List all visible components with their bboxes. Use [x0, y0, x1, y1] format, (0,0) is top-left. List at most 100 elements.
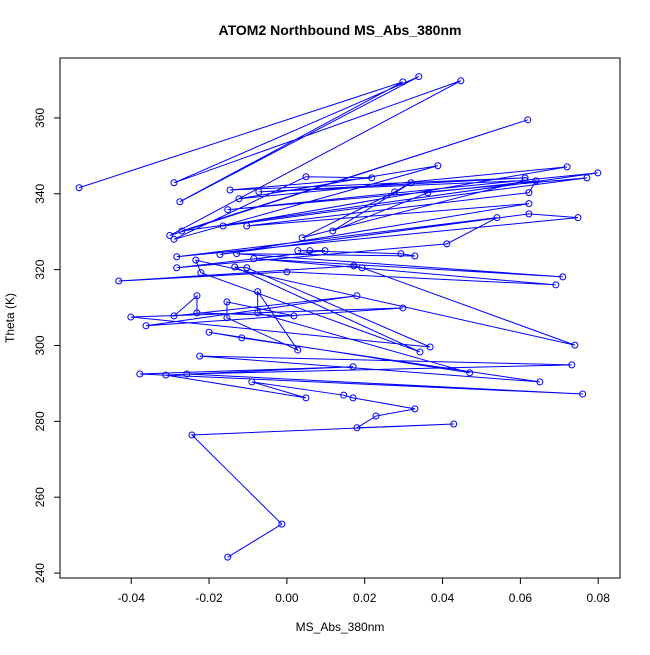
y-tick-label: 300	[33, 335, 47, 355]
data-point	[532, 177, 540, 185]
y-tick-label: 280	[33, 411, 47, 431]
y-tick-label: 320	[33, 259, 47, 279]
x-tick-label: 0.06	[509, 591, 533, 605]
data-point	[176, 198, 184, 206]
data-point	[278, 520, 286, 528]
data-point	[162, 371, 170, 379]
data-point	[568, 361, 576, 369]
x-axis-label: MS_Abs_380nm	[296, 620, 385, 634]
data-point	[563, 163, 571, 171]
data-point	[142, 322, 150, 330]
x-tick-label: -0.02	[195, 591, 223, 605]
data-point	[321, 247, 329, 255]
data-point	[231, 263, 239, 271]
x-tick-label: 0.00	[275, 591, 299, 605]
data-point	[205, 328, 213, 336]
data-point	[255, 188, 263, 196]
data-point	[188, 431, 196, 439]
data-point	[243, 264, 251, 272]
y-axis-label: Theta (K)	[3, 293, 17, 343]
data-point	[193, 309, 201, 317]
data-point	[450, 420, 458, 428]
data-point	[443, 240, 451, 248]
data-point	[197, 269, 205, 277]
data-point	[196, 352, 204, 360]
data-point	[170, 179, 178, 187]
data-point	[173, 253, 181, 261]
data-point	[434, 162, 442, 170]
data-point	[170, 235, 178, 243]
data-point	[136, 370, 144, 378]
data-point	[466, 369, 474, 377]
data-point	[340, 391, 348, 399]
data-point	[298, 234, 306, 242]
data-point	[411, 405, 419, 413]
data-point	[426, 343, 434, 351]
data-point	[353, 424, 361, 432]
data-point	[294, 247, 302, 255]
data-point	[493, 214, 501, 222]
data-point	[302, 394, 310, 402]
data-point	[115, 277, 123, 285]
data-point	[192, 256, 200, 264]
data-point	[353, 292, 361, 300]
data-point	[75, 184, 83, 192]
plot-box	[59, 57, 621, 579]
data-point	[372, 412, 380, 420]
data-point	[574, 214, 582, 222]
data-point	[583, 174, 591, 182]
data-point	[254, 309, 262, 317]
data-point	[350, 262, 358, 270]
data-point	[525, 210, 533, 218]
data-point	[254, 288, 262, 296]
data-point	[457, 77, 465, 85]
data-point	[411, 252, 419, 260]
data-point	[571, 341, 579, 349]
data-point	[329, 227, 337, 235]
x-tick-label: -0.04	[118, 591, 146, 605]
data-point	[183, 370, 191, 378]
data-point	[416, 348, 424, 356]
data-point	[525, 200, 533, 208]
data-point	[250, 255, 258, 263]
x-tick-label: 0.04	[431, 591, 455, 605]
chart-title: ATOM2 Northbound MS_Abs_380nm	[219, 22, 462, 38]
data-point	[226, 186, 234, 194]
data-point	[524, 116, 532, 124]
data-point	[224, 553, 232, 561]
data-point	[552, 281, 560, 289]
data-point	[170, 312, 178, 320]
data-point	[399, 304, 407, 312]
data-point	[579, 390, 587, 398]
data-point	[224, 206, 232, 214]
data-point	[521, 177, 529, 185]
data-line	[78, 76, 598, 558]
data-point	[424, 189, 432, 197]
data-point	[368, 174, 376, 182]
data-point	[397, 250, 405, 258]
y-tick-label: 260	[33, 487, 47, 507]
y-tick-label: 340	[33, 183, 47, 203]
y-tick-label: 240	[33, 563, 47, 583]
data-point	[233, 250, 241, 258]
data-point	[216, 250, 224, 258]
data-point	[302, 173, 310, 181]
data-point	[525, 189, 533, 197]
data-point	[127, 313, 135, 321]
data-point	[358, 264, 366, 272]
data-point	[283, 268, 291, 276]
data-point	[235, 195, 243, 203]
y-tick-label: 360	[33, 108, 47, 128]
data-point	[306, 247, 314, 255]
data-point	[219, 222, 227, 230]
data-point	[399, 78, 407, 86]
data-point	[391, 188, 399, 196]
data-point	[193, 292, 201, 300]
x-tick-label: 0.08	[587, 591, 611, 605]
data-point	[290, 312, 298, 320]
data-point	[243, 222, 251, 230]
data-point	[294, 346, 302, 354]
data-point	[248, 378, 256, 386]
